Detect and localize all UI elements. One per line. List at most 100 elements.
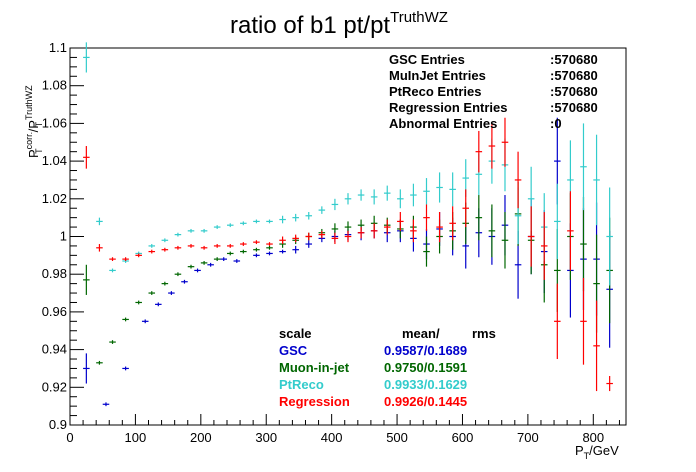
data-point	[292, 234, 299, 243]
x-axis-label: PT/GeV	[575, 443, 619, 461]
entries-label-ptreco: PtReco Entries	[389, 84, 481, 99]
data-point	[475, 195, 483, 241]
data-point	[200, 261, 208, 265]
stats-name-ptreco: PtReco	[279, 377, 324, 392]
data-point	[423, 178, 430, 205]
x-tick-label: 700	[517, 430, 539, 445]
y-tick-label: 1.04	[42, 153, 67, 168]
data-point	[96, 244, 103, 252]
data-point	[501, 211, 509, 269]
data-point	[436, 211, 443, 243]
data-point	[233, 259, 241, 263]
entries-label-regression: Regression Entries	[389, 100, 508, 115]
data-point	[102, 402, 110, 407]
y-tick-label: 1	[60, 229, 67, 244]
x-tick-label: 600	[452, 430, 474, 445]
x-tick-label: 400	[321, 430, 343, 445]
y-tick-label: 0.94	[42, 342, 67, 357]
data-point	[213, 244, 221, 248]
data-point	[344, 193, 352, 205]
data-point	[148, 291, 156, 295]
x-tick-label: 200	[190, 430, 212, 445]
data-point	[279, 236, 286, 245]
data-point	[181, 279, 188, 284]
stats-header-rms: rms	[472, 326, 496, 341]
chart-title-sup: TruthWZ	[390, 9, 448, 26]
y-tick-label: 0.9	[49, 417, 67, 432]
data-point	[580, 123, 587, 211]
data-series	[83, 42, 613, 407]
stats-value-ptreco: 0.9933/0.1629	[384, 377, 467, 392]
stats-value-gsc: 0.9587/0.1689	[384, 343, 467, 358]
data-point	[266, 242, 273, 246]
stats-legend: scale mean/ rms GSC 0.9587/0.1689 Muon-i…	[279, 326, 496, 409]
data-point	[187, 264, 195, 269]
y-tick-label: 0.92	[42, 379, 67, 394]
data-point	[200, 228, 208, 233]
data-point	[436, 172, 443, 203]
data-point	[266, 245, 273, 250]
data-point	[207, 262, 214, 267]
data-point	[292, 213, 299, 222]
data-point	[226, 244, 234, 248]
data-point	[580, 196, 587, 292]
data-point	[449, 172, 456, 207]
data-point	[226, 223, 234, 228]
data-point	[318, 230, 326, 239]
data-point	[109, 268, 116, 273]
data-point	[318, 206, 326, 214]
y-tick-label: 0.96	[42, 304, 67, 319]
data-point	[226, 251, 234, 256]
data-point	[423, 236, 430, 267]
data-point	[488, 123, 496, 169]
data-point	[109, 257, 116, 262]
data-point	[580, 277, 587, 365]
data-point	[501, 117, 509, 167]
data-point	[383, 219, 391, 235]
data-point	[174, 232, 182, 237]
data-point	[357, 227, 365, 239]
data-point	[122, 257, 129, 262]
data-point	[83, 42, 90, 73]
data-point	[305, 232, 313, 241]
data-point	[331, 198, 339, 211]
data-point	[240, 221, 247, 226]
data-point	[83, 146, 90, 169]
data-point	[305, 211, 313, 220]
data-point	[194, 268, 201, 273]
y-tick-label: 1.08	[42, 78, 67, 93]
data-point	[187, 244, 195, 248]
chart-title: ratio of b1 pt/ptTruthWZ	[230, 9, 448, 39]
stats-header-scale: scale	[279, 326, 312, 341]
data-point	[155, 302, 162, 307]
data-point	[397, 211, 404, 231]
data-point	[161, 281, 169, 286]
data-point	[606, 187, 613, 286]
entries-label-abnormal: Abnormal Entries	[389, 116, 497, 131]
x-tick-label: 300	[255, 430, 277, 445]
data-point	[240, 242, 247, 246]
entries-value-abnormal: :0	[550, 116, 562, 131]
data-point	[135, 300, 142, 305]
data-point	[187, 228, 195, 233]
stats-name-muon: Muon-in-jet	[279, 360, 350, 375]
entries-box: GSC Entries :570680 MuInJet Entries :570…	[389, 52, 598, 131]
data-point	[370, 189, 378, 205]
stats-value-muon: 0.9750/0.1591	[384, 360, 467, 375]
data-point	[200, 245, 208, 250]
x-tick-label: 800	[582, 430, 604, 445]
data-point	[540, 211, 548, 280]
data-point	[213, 257, 221, 262]
data-point	[266, 251, 273, 256]
data-point	[83, 353, 90, 384]
data-point	[83, 264, 90, 295]
x-tick-label: 0	[66, 430, 73, 445]
data-point	[253, 253, 260, 258]
data-point	[148, 249, 156, 254]
entries-value-muinjet: :570680	[550, 68, 598, 83]
y-tick-label: 0.98	[42, 266, 67, 281]
data-point	[161, 238, 169, 243]
data-point	[253, 247, 260, 252]
data-point	[96, 360, 103, 365]
